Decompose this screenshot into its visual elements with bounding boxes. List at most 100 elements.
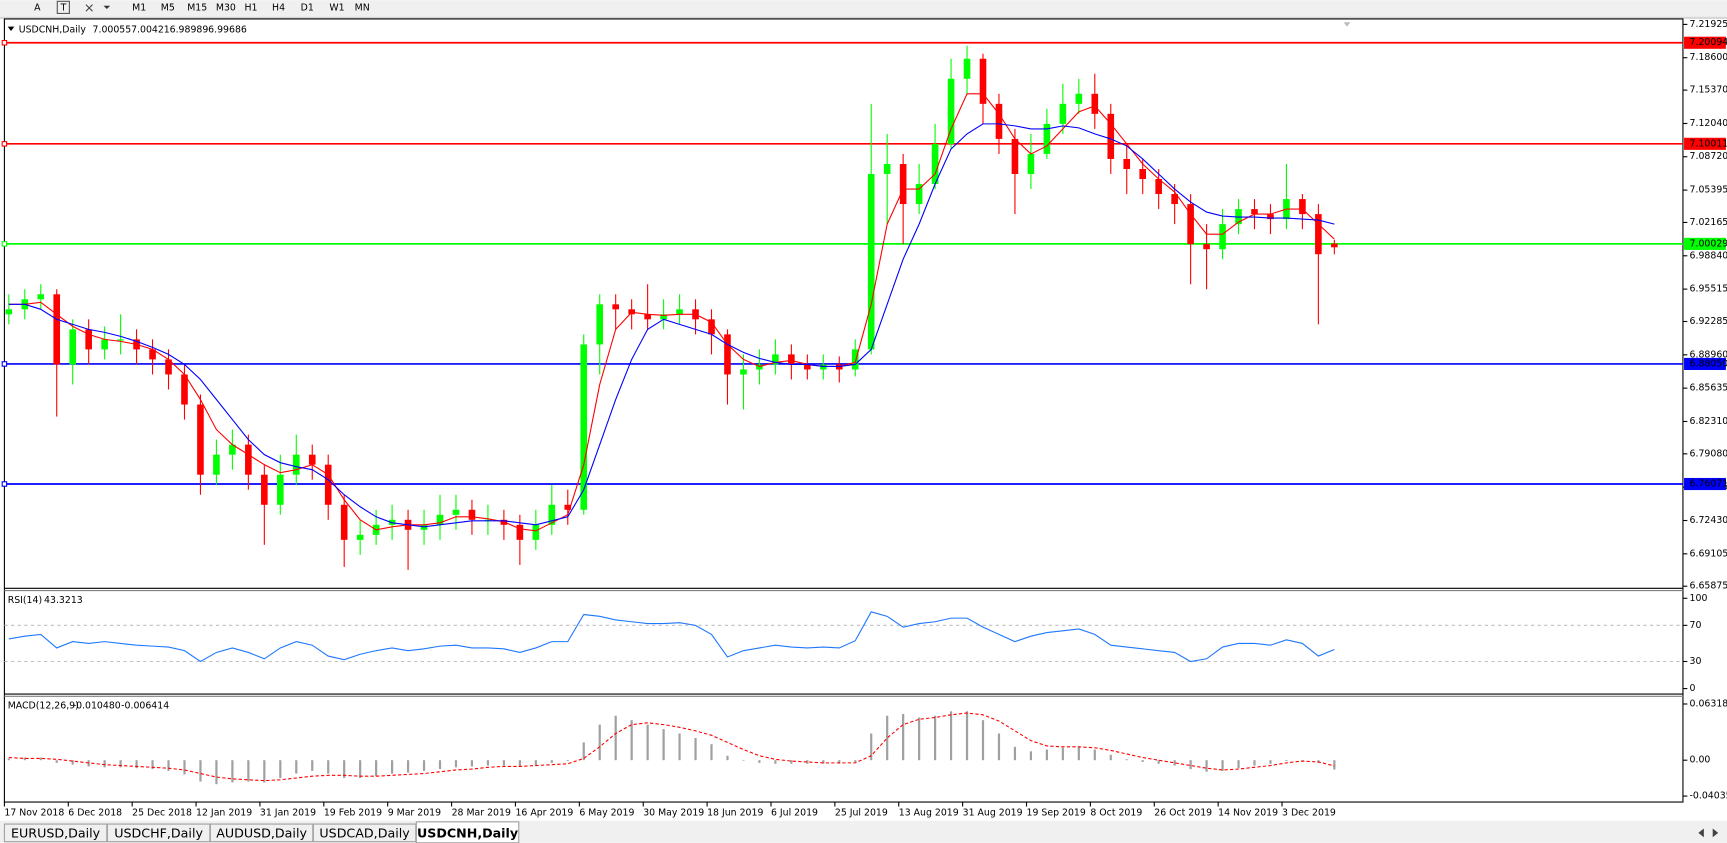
macd-bar xyxy=(167,760,170,771)
x-tick-label: 6 May 2019 xyxy=(579,808,634,819)
x-tick-label: 17 Nov 2018 xyxy=(4,808,64,819)
macd-bar xyxy=(886,715,889,761)
candle-body xyxy=(947,78,955,144)
candle-body xyxy=(851,349,859,370)
chart-frame xyxy=(3,18,1684,803)
macd-bar xyxy=(295,760,298,774)
x-tick-label: 25 Jul 2019 xyxy=(835,808,888,819)
macd-bar xyxy=(1061,747,1064,761)
macd-bar xyxy=(406,760,410,773)
macd-bar xyxy=(870,733,873,761)
candle-body xyxy=(867,173,875,350)
candle-body xyxy=(1091,93,1099,114)
candle-body xyxy=(1171,194,1178,205)
indicator-title: MACD(12,26,9) xyxy=(8,701,79,712)
candle-body xyxy=(1107,113,1115,159)
y-tick-label: 6.69105 xyxy=(1690,548,1727,559)
toolbar-button[interactable]: D1 xyxy=(301,2,314,13)
ohlc-readout: 6.98989 xyxy=(170,24,209,35)
macd-bar xyxy=(103,760,106,768)
toolbar-button[interactable]: W1 xyxy=(329,2,344,13)
y-tick-label: 6.79080 xyxy=(1690,448,1727,459)
candle-body xyxy=(1011,138,1019,174)
macd-bar xyxy=(263,760,266,783)
candle-body xyxy=(788,354,795,365)
x-tick-label: 31 Jan 2019 xyxy=(260,808,316,819)
toolbar-button[interactable]: M15 xyxy=(187,2,207,13)
tab-label[interactable]: USDCNH,Daily xyxy=(417,825,519,840)
y-tick-label: 7.21925 xyxy=(1690,19,1727,30)
candle-body xyxy=(1139,168,1147,180)
candle-body xyxy=(1219,224,1226,250)
macd-bar xyxy=(678,733,681,761)
shift-marker xyxy=(1343,22,1351,27)
candle-body xyxy=(101,339,108,350)
x-tick-label: 6 Jul 2019 xyxy=(771,808,818,819)
candle-body xyxy=(804,364,811,370)
macd-bar xyxy=(422,760,426,771)
tab-label[interactable]: USDCAD,Daily xyxy=(319,825,410,840)
candle-body xyxy=(644,314,651,320)
macd-bar xyxy=(231,760,234,783)
toolbar-button[interactable]: H1 xyxy=(245,2,258,13)
candle-body xyxy=(85,329,92,350)
toolbar-button[interactable]: MN xyxy=(355,2,370,13)
x-tick-label: 19 Feb 2019 xyxy=(324,808,382,819)
rsi-line xyxy=(8,611,1335,663)
macd-bar xyxy=(646,724,649,761)
dropdown-arrow[interactable] xyxy=(103,5,111,10)
level-price-box xyxy=(1684,477,1726,491)
y-tick-label: 0.00 xyxy=(1690,755,1711,766)
macd-bar xyxy=(1109,754,1112,761)
candle-body xyxy=(532,524,540,540)
toolbar-button[interactable]: M5 xyxy=(161,2,175,13)
candle-body xyxy=(1123,158,1131,169)
toolbar-button[interactable]: A xyxy=(34,2,41,13)
macd-bar xyxy=(933,715,937,761)
candle-body xyxy=(1203,244,1210,250)
y-tick-label: 0.063184 xyxy=(1690,698,1727,709)
macd-bar xyxy=(790,760,793,764)
candle-body xyxy=(197,404,204,475)
macd-bar xyxy=(343,760,346,778)
macd-bar xyxy=(390,760,394,774)
macd-bar xyxy=(470,760,474,767)
y-tick-label: 30 xyxy=(1690,656,1702,667)
macd-bar xyxy=(1045,749,1048,761)
tab-scroll-arrows[interactable] xyxy=(1698,828,1719,838)
macd-bar xyxy=(838,760,841,764)
macd-bar xyxy=(726,755,729,761)
macd-bar xyxy=(502,760,505,766)
tab-label[interactable]: USDCHF,Daily xyxy=(114,825,203,840)
candle-body xyxy=(308,454,316,465)
macd-bar xyxy=(327,760,330,774)
y-tick-label: 7.12040 xyxy=(1690,118,1727,129)
chart-menu-arrow[interactable] xyxy=(7,26,15,32)
x-tick-label: 30 May 2019 xyxy=(643,808,704,819)
toolbar-button[interactable]: M1 xyxy=(132,2,146,13)
x-tick-label: 16 Apr 2019 xyxy=(515,808,573,819)
macd-bar xyxy=(822,760,825,764)
candle-body xyxy=(213,454,220,475)
toolbar-button[interactable]: H4 xyxy=(272,2,285,13)
indicator-title: RSI(14) xyxy=(8,595,42,606)
macd-bar xyxy=(279,760,282,778)
macd-bar xyxy=(630,720,633,761)
candle-body xyxy=(772,354,779,365)
candle-body xyxy=(676,309,683,315)
objects-icon[interactable] xyxy=(85,4,93,12)
candle-body xyxy=(1187,204,1194,245)
toolbar-button[interactable]: M30 xyxy=(216,2,236,13)
tab-label[interactable]: EURUSD,Daily xyxy=(11,825,101,840)
candle-body xyxy=(277,474,284,505)
candle-body xyxy=(1075,93,1083,104)
candle-body xyxy=(1043,123,1051,154)
candle-body xyxy=(1267,214,1274,220)
text-tool-icon[interactable] xyxy=(56,0,70,14)
text-tool-glyph: T xyxy=(60,2,67,13)
y-tick-label: 6.95515 xyxy=(1690,284,1727,295)
candle-body xyxy=(1299,199,1306,215)
tab-label[interactable]: AUDUSD,Daily xyxy=(216,825,307,840)
candle-body xyxy=(612,304,619,310)
macd-bar xyxy=(710,744,713,761)
